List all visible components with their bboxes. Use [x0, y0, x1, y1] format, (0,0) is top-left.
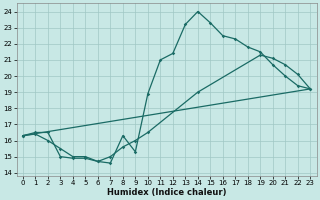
- X-axis label: Humidex (Indice chaleur): Humidex (Indice chaleur): [107, 188, 226, 197]
